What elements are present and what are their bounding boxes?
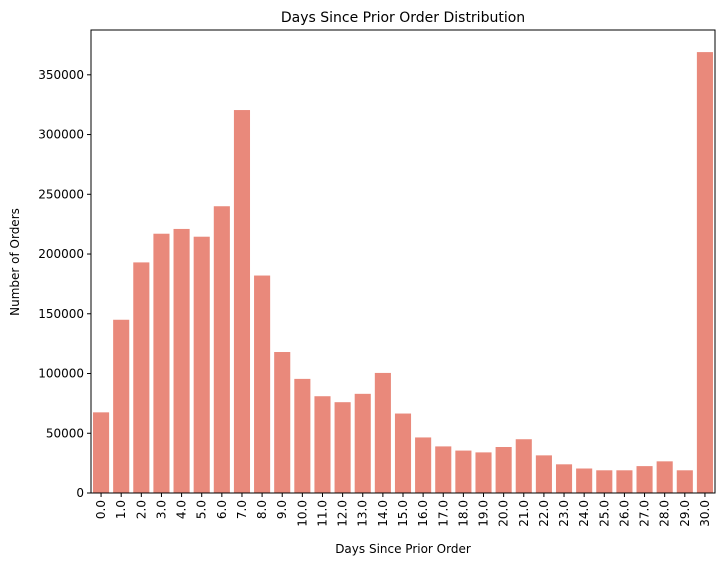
bar-11.0 <box>314 396 331 493</box>
bar-1.0 <box>113 319 130 493</box>
x-tick-label: 20.0 <box>497 500 511 527</box>
x-tick-label: 4.0 <box>175 500 189 519</box>
bar-23.0 <box>555 464 573 493</box>
bar-9.0 <box>274 352 291 493</box>
y-tick-label: 150000 <box>38 307 84 321</box>
y-tick-label: 50000 <box>46 426 84 440</box>
bar-26.0 <box>616 470 633 493</box>
bar-21.0 <box>515 439 532 493</box>
x-tick-label: 3.0 <box>154 500 168 519</box>
x-tick-label: 25.0 <box>597 500 611 527</box>
x-tick-label: 11.0 <box>315 500 329 527</box>
x-tick-label: 26.0 <box>617 500 631 527</box>
bar-16.0 <box>415 437 432 493</box>
bar-10.0 <box>294 378 311 493</box>
bar-14.0 <box>374 372 391 493</box>
x-tick-label: 22.0 <box>537 500 551 527</box>
x-tick-label: 29.0 <box>678 500 692 527</box>
bar-29.0 <box>676 470 693 493</box>
y-axis: 0 50000 100000 150000 200000 250000 300000 3500… <box>38 68 91 500</box>
bar-17.0 <box>435 446 452 493</box>
bar-15.0 <box>394 413 412 493</box>
x-tick-label: 5.0 <box>195 500 209 519</box>
x-tick-label: 18.0 <box>456 500 470 527</box>
plot-frame <box>90 29 716 494</box>
x-tick-label: 2.0 <box>134 500 148 519</box>
x-tick-label: 19.0 <box>477 500 491 527</box>
bar-25.0 <box>596 470 613 493</box>
bar-5.0 <box>193 236 210 493</box>
bar-0.0 <box>93 412 110 493</box>
x-tick-label: 27.0 <box>638 500 652 527</box>
x-tick-label: 12.0 <box>336 500 350 527</box>
bar-27.0 <box>636 466 653 493</box>
bar-6.0 <box>213 206 230 494</box>
y-tick-label: 200000 <box>38 247 84 261</box>
bar-2.0 <box>133 262 150 493</box>
x-tick-label: 14.0 <box>376 500 390 527</box>
x-tick-label: 16.0 <box>416 500 430 527</box>
x-tick-label: 21.0 <box>517 500 531 527</box>
x-tick-label: 24.0 <box>577 500 591 527</box>
x-tick-label: 6.0 <box>215 500 229 519</box>
x-tick-label: 23.0 <box>557 500 571 527</box>
x-tick-label: 0.0 <box>94 500 108 519</box>
x-tick-label: 9.0 <box>275 500 289 519</box>
x-tick-label: 13.0 <box>356 500 370 527</box>
bar-28.0 <box>656 461 673 493</box>
bar-18.0 <box>455 450 472 493</box>
x-axis: 0.0 1.0 2.0 3.0 4.0 5.0 6.0 7.0 8.0 9.0 10.0 11.0 12… <box>94 493 712 527</box>
y-tick-label: 0 <box>76 486 84 500</box>
bar-12.0 <box>334 402 351 493</box>
y-tick-label: 250000 <box>38 187 84 201</box>
bar-24.0 <box>576 468 593 493</box>
x-tick-label: 7.0 <box>235 500 249 519</box>
x-tick-label: 15.0 <box>396 500 410 527</box>
bar-4.0 <box>173 228 190 493</box>
x-tick-label: 30.0 <box>698 500 712 527</box>
chart-title: Days Since Prior Order Distribution <box>281 10 525 26</box>
bar-20.0 <box>495 447 512 493</box>
y-tick-label: 300000 <box>38 128 84 142</box>
x-tick-label: 28.0 <box>658 500 672 527</box>
y-axis-label: Number of Orders <box>8 208 22 316</box>
bar-22.0 <box>535 455 552 493</box>
x-tick-label: 10.0 <box>295 500 309 527</box>
y-tick-label: 350000 <box>38 68 84 82</box>
bar-30.0 <box>696 52 713 493</box>
x-tick-label: 1.0 <box>114 500 128 519</box>
bar-8.0 <box>254 275 271 493</box>
bar-3.0 <box>153 233 170 493</box>
bar-7.0 <box>233 110 251 494</box>
x-tick-label: 17.0 <box>436 500 450 527</box>
bar-19.0 <box>475 452 492 493</box>
x-axis-label: Days Since Prior Order <box>335 542 471 556</box>
y-tick-label: 100000 <box>38 367 84 381</box>
x-tick-label: 8.0 <box>255 500 269 519</box>
bars-group <box>93 52 713 494</box>
bar-13.0 <box>354 393 371 493</box>
